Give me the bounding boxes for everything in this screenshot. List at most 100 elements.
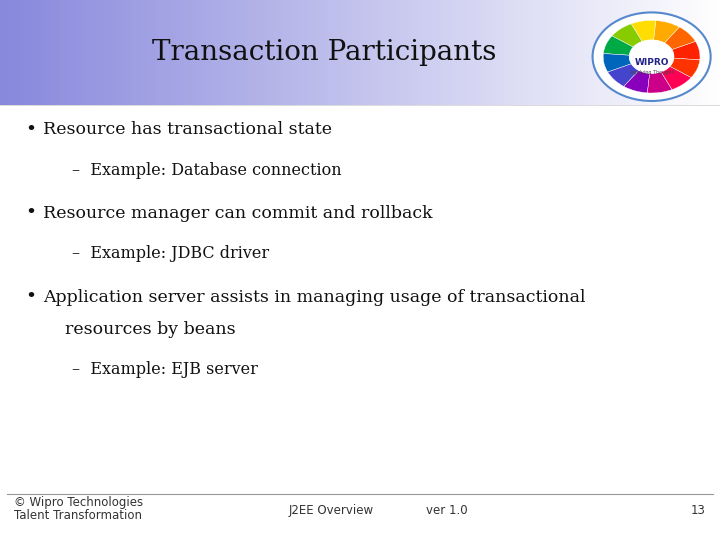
Bar [187, 0, 191, 105]
Bar [101, 0, 104, 105]
Bar [356, 0, 360, 105]
Bar [572, 0, 576, 105]
Bar [50, 0, 54, 105]
Bar [688, 0, 691, 105]
Bar [79, 0, 83, 105]
Bar [151, 0, 155, 105]
Bar [238, 0, 241, 105]
Bar [191, 0, 194, 105]
Bar [130, 0, 133, 105]
Bar [529, 0, 533, 105]
Bar [522, 0, 526, 105]
Wedge shape [654, 21, 680, 43]
Bar [72, 0, 76, 105]
Bar [407, 0, 410, 105]
Bar [677, 0, 680, 105]
Bar [670, 0, 673, 105]
Bar [648, 0, 652, 105]
Bar [32, 0, 36, 105]
Bar [544, 0, 547, 105]
Bar [684, 0, 688, 105]
Bar [324, 0, 328, 105]
Bar [378, 0, 382, 105]
Bar [137, 0, 140, 105]
Bar [97, 0, 101, 105]
Bar [446, 0, 450, 105]
Bar [605, 0, 608, 105]
Bar [641, 0, 644, 105]
Text: –  Example: Database connection: – Example: Database connection [72, 161, 341, 179]
Bar [630, 0, 634, 105]
Bar [666, 0, 670, 105]
Circle shape [629, 40, 674, 73]
Bar [468, 0, 472, 105]
Bar [450, 0, 454, 105]
Bar [371, 0, 374, 105]
Text: Transaction Participants: Transaction Participants [152, 39, 496, 66]
Bar [497, 0, 500, 105]
Bar [554, 0, 558, 105]
Bar [691, 0, 695, 105]
Wedge shape [647, 72, 672, 93]
Bar [576, 0, 580, 105]
Text: •: • [25, 288, 36, 306]
Bar [320, 0, 324, 105]
Bar [626, 0, 630, 105]
Bar [284, 0, 288, 105]
Bar [702, 0, 706, 105]
Text: WIPRO: WIPRO [634, 58, 669, 66]
Text: •: • [25, 204, 36, 222]
Bar [652, 0, 655, 105]
Bar [533, 0, 536, 105]
Bar [40, 0, 43, 105]
Bar [479, 0, 482, 105]
Bar [508, 0, 511, 105]
Bar [162, 0, 166, 105]
Bar [169, 0, 173, 105]
Bar [65, 0, 68, 105]
Bar [176, 0, 180, 105]
Bar [526, 0, 529, 105]
Wedge shape [670, 58, 700, 78]
Bar [25, 0, 29, 105]
Bar [36, 0, 40, 105]
Text: –  Example: EJB server: – Example: EJB server [72, 361, 258, 379]
Bar [385, 0, 389, 105]
Bar [464, 0, 468, 105]
Bar [590, 0, 594, 105]
Bar [392, 0, 396, 105]
Bar [108, 0, 112, 105]
Wedge shape [672, 42, 700, 60]
Text: © Wipro Technologies: © Wipro Technologies [14, 496, 143, 509]
Text: •: • [25, 120, 36, 139]
Bar [511, 0, 515, 105]
Bar [209, 0, 212, 105]
Wedge shape [608, 64, 639, 86]
Bar [7, 0, 11, 105]
Bar [227, 0, 230, 105]
Bar [263, 0, 266, 105]
Bar [623, 0, 626, 105]
Bar [241, 0, 245, 105]
Text: J2EE Overview: J2EE Overview [289, 504, 374, 517]
Bar [504, 0, 508, 105]
Bar [695, 0, 698, 105]
Bar [428, 0, 432, 105]
Wedge shape [603, 36, 633, 55]
Bar [443, 0, 446, 105]
Bar [540, 0, 544, 105]
Bar [338, 0, 342, 105]
Bar [583, 0, 587, 105]
Bar [54, 0, 58, 105]
Wedge shape [624, 71, 649, 93]
Bar [634, 0, 637, 105]
Bar [266, 0, 270, 105]
Bar [256, 0, 259, 105]
Bar [616, 0, 619, 105]
Bar [331, 0, 335, 105]
Bar [515, 0, 518, 105]
Bar [374, 0, 378, 105]
Bar [4, 0, 7, 105]
Bar [205, 0, 209, 105]
Bar [612, 0, 616, 105]
